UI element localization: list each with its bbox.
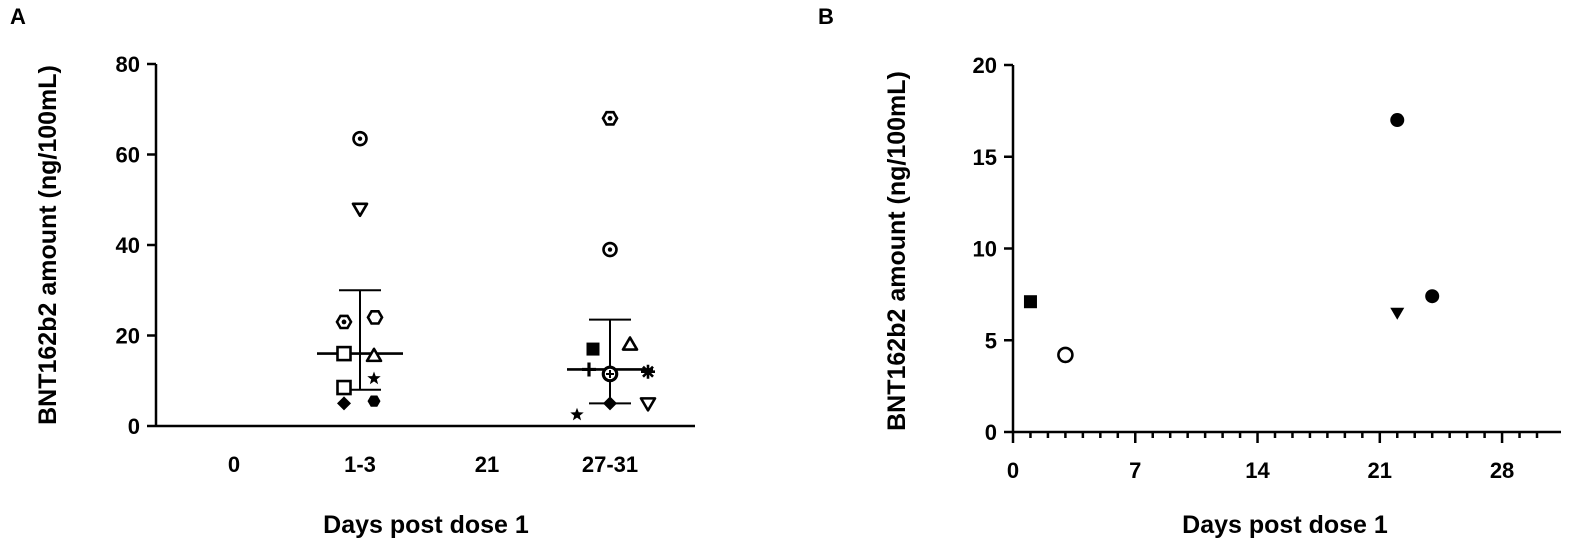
marker-shape: [336, 345, 352, 362]
y-tick-label: 0: [985, 420, 997, 445]
marker-shape: [582, 362, 596, 377]
x-axis-title: Days post dose 1: [323, 511, 529, 539]
marker-shape: [337, 396, 351, 411]
error-bar: [567, 318, 653, 405]
panel-label: A: [10, 4, 26, 29]
y-axis-title: BNT162b2 amount (ng/100mL): [34, 65, 62, 425]
data-point: [1390, 307, 1405, 320]
y-tick-label: 80: [116, 52, 140, 77]
y-tick-label: 5: [985, 328, 997, 353]
marker-shape: [336, 379, 352, 396]
marker-shape: [570, 407, 584, 421]
marker-shape: [1023, 295, 1037, 309]
data-point: [602, 241, 618, 258]
marker-cross: [606, 369, 614, 378]
marker-center: [341, 319, 347, 325]
marker-shape: [1390, 307, 1405, 320]
y-tick-label: 40: [116, 233, 140, 258]
marker-shape: [367, 395, 381, 407]
data-point: [352, 130, 368, 147]
data-point: [1023, 295, 1037, 309]
panel-a: A 0 20 40 60 80 0 1-3 21 27-31 BNT162b2 amount (ng…: [10, 4, 695, 539]
data-point: [601, 110, 619, 126]
marker-shape: [351, 202, 369, 218]
marker-center: [607, 247, 613, 252]
marker-fill: [1425, 289, 1440, 304]
y-tick-label: 10: [973, 237, 997, 262]
marker-shape: [365, 347, 383, 363]
data-point: [336, 379, 352, 396]
data-point: [641, 364, 655, 379]
panel-label: B: [818, 4, 834, 29]
error-bar: [317, 289, 403, 391]
data-point: [1390, 113, 1405, 128]
data-point: [367, 395, 381, 407]
data-point: [1425, 289, 1440, 304]
data-point: [337, 396, 351, 411]
data-point: [602, 366, 618, 382]
x-tick-label: 28: [1490, 458, 1514, 483]
data-point: [570, 407, 584, 421]
marker-fill: [1390, 113, 1405, 128]
y-tick-label: 20: [973, 53, 997, 78]
marker-center: [607, 115, 613, 121]
data-point: [586, 342, 600, 356]
data-point: [582, 362, 596, 377]
panel-b: B 0 5 10 15 20 0 7 14 21 28 BNT162b2 amount (ng/100…: [818, 4, 1561, 539]
y-tick-label: 0: [128, 414, 140, 439]
data-point: [365, 347, 383, 363]
marker-ring: [1057, 346, 1074, 364]
x-tick-label: 14: [1245, 458, 1270, 483]
x-axis-title: Days post dose 1: [1182, 511, 1388, 539]
y-tick-label: 60: [116, 143, 140, 168]
data-point: [1057, 346, 1074, 364]
x-tick-label: 21: [1368, 458, 1392, 483]
y-axis-title: BNT162b2 amount (ng/100mL): [883, 71, 911, 431]
x-tick-label: 21: [475, 452, 499, 477]
marker-shape: [603, 396, 617, 411]
marker-shape: [621, 336, 639, 351]
data-point: [336, 345, 352, 362]
marker-center: [357, 136, 363, 141]
x-tick-label: 27-31: [582, 452, 638, 477]
data-point: [366, 309, 384, 325]
marker-shape: [366, 309, 384, 325]
data-point: [621, 336, 639, 351]
marker-shape: [639, 397, 657, 412]
x-tick-label: 0: [1007, 458, 1019, 483]
data-point: [367, 371, 381, 385]
data-point: [351, 202, 369, 218]
y-tick-label: 15: [973, 145, 997, 170]
marker-shape: [586, 342, 600, 356]
data-point: [335, 314, 353, 330]
x-tick-label: 0: [228, 452, 240, 477]
x-tick-label: 1-3: [344, 452, 376, 477]
marker-shape: [641, 364, 655, 379]
data-point: [639, 397, 657, 412]
data-point: [603, 396, 617, 411]
y-tick-label: 20: [116, 324, 140, 349]
marker-shape: [367, 371, 381, 385]
x-tick-label: 7: [1129, 458, 1141, 483]
